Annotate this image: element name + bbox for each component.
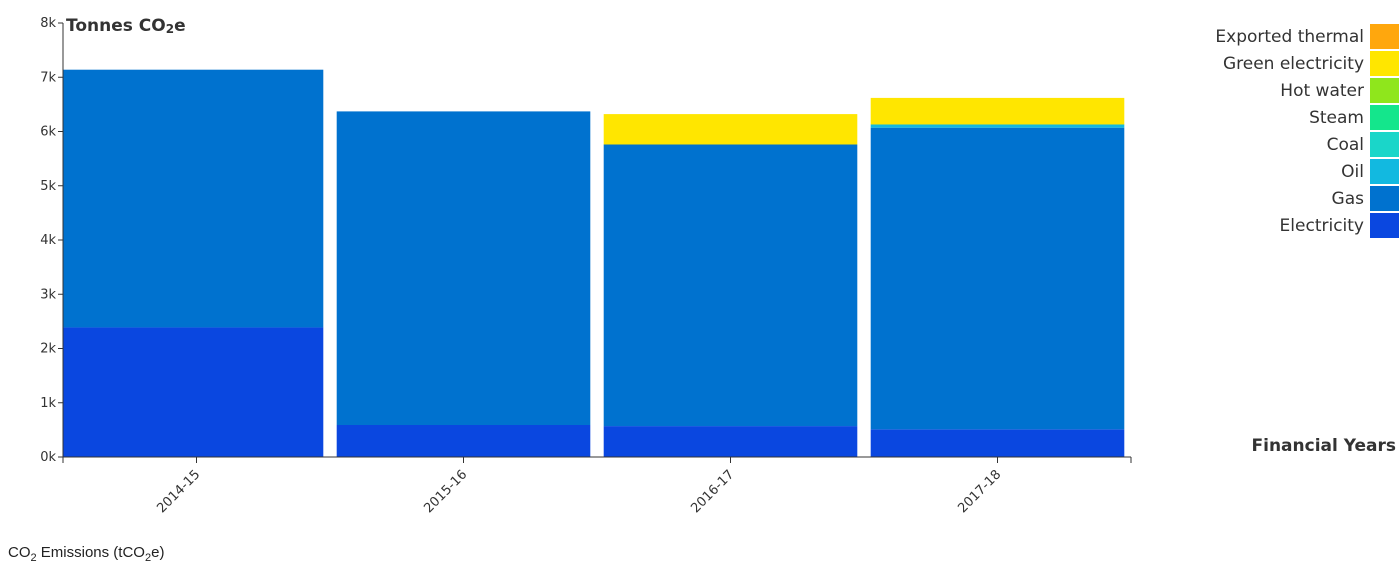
stacked-bar-chart: 0k 1k 2k 3k 4k 5k 6k 7k 8k 2014-15 2015-16 2016-17… <box>40 16 1399 516</box>
x-tick-label: 2015-16 <box>421 467 470 516</box>
y-tick-label: 0k <box>40 450 56 465</box>
y-tick-label: 8k <box>40 16 56 31</box>
legend-label-green-electricity: Green electricity <box>1223 54 1364 74</box>
y-tick-label: 6k <box>40 125 56 140</box>
legend: Exported thermal Green electricity Hot wat… <box>1215 24 1399 238</box>
bar-segment-electricity-2016-17 <box>603 426 858 457</box>
chart-caption: CO2 Emissions (tCO2e) <box>8 544 165 564</box>
legend-swatch-green-electricity <box>1370 51 1399 76</box>
bar-segment-gas-2015-16 <box>336 111 591 426</box>
legend-swatch-gas <box>1370 186 1399 211</box>
legend-label-electricity: Electricity <box>1280 216 1364 236</box>
x-axis-title: Financial Years <box>1252 436 1397 456</box>
y-tick-label: 4k <box>40 233 56 248</box>
legend-label-hot-water: Hot water <box>1280 81 1364 101</box>
bar-segment-oil-2017-18 <box>870 124 1125 128</box>
y-tick-label: 7k <box>40 70 56 85</box>
legend-swatch-hot-water <box>1370 78 1399 103</box>
x-axis: 2014-15 2015-16 2016-17 2017-18 <box>62 456 1132 516</box>
y-axis-title: Tonnes CO2e <box>66 16 186 36</box>
bar-segment-gas-2017-18 <box>870 127 1125 430</box>
y-tick-label: 3k <box>40 287 56 302</box>
y-tick-label: 1k <box>40 396 56 411</box>
legend-swatch-coal <box>1370 132 1399 157</box>
y-axis: 0k 1k 2k 3k 4k 5k 6k 7k 8k <box>40 16 64 465</box>
legend-swatch-electricity <box>1370 213 1399 238</box>
x-tick-label: 2014-15 <box>154 467 203 516</box>
bar-segment-gas-2014-15 <box>63 69 324 328</box>
x-tick-label: 2016-17 <box>688 467 737 516</box>
legend-label-steam: Steam <box>1309 108 1364 128</box>
legend-swatch-oil <box>1370 159 1399 184</box>
x-tick-label: 2017-18 <box>955 467 1004 516</box>
bar-segment-electricity-2014-15 <box>63 327 324 457</box>
bar-segment-electricity-2015-16 <box>336 425 591 457</box>
legend-label-coal: Coal <box>1327 135 1364 155</box>
legend-swatch-steam <box>1370 105 1399 130</box>
legend-label-gas: Gas <box>1332 189 1365 209</box>
bar-segment-gas-2016-17 <box>603 144 858 427</box>
y-tick-label: 2k <box>40 342 56 357</box>
plot-area <box>63 69 1125 457</box>
bar-segment-green-electricity-2017-18 <box>870 97 1125 125</box>
legend-swatch-exported-thermal <box>1370 24 1399 49</box>
y-tick-label: 5k <box>40 179 56 194</box>
bar-segment-green-electricity-2016-17 <box>603 114 858 145</box>
bar-segment-electricity-2017-18 <box>870 429 1125 457</box>
legend-label-oil: Oil <box>1341 162 1364 182</box>
legend-label-exported-thermal: Exported thermal <box>1215 27 1364 47</box>
